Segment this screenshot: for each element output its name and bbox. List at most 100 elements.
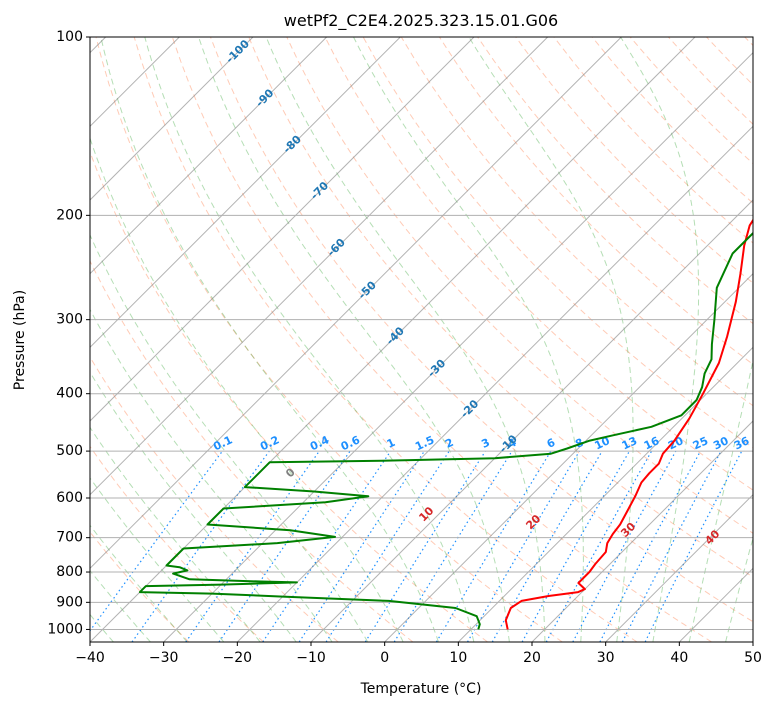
isotherm-line [605,493,753,642]
y-axis-label: Pressure (hPa) [12,290,28,390]
mixing-ratio-label: 30 [711,434,731,452]
y-tick-label: 100 [56,29,83,45]
x-tick-label: −40 [75,650,105,666]
dry-adiabat-line [95,37,563,642]
mixing-ratio-line [572,450,677,642]
isotherm-line [90,37,622,570]
moist-adiabat-line [90,233,369,642]
moist-adiabat-line [144,37,475,642]
dry-adiabat-line [90,259,414,642]
dry-adiabat-line [90,356,339,642]
moist-adiabat-line [90,477,225,642]
x-tick-label: 20 [523,650,541,666]
moist-adiabat-line [688,358,753,642]
x-tick-label: 0 [380,650,389,666]
mixing-ratio-line [364,450,486,642]
dry-adiabat-line [553,37,753,244]
isotherm-line [457,346,753,642]
dry-adiabat-line [286,37,753,534]
moist-adiabat-line [725,536,753,642]
x-tick-label: 10 [449,650,467,666]
y-tick-label: 400 [56,386,83,402]
mixing-ratio-label: 1 [385,436,397,451]
isotherm-line [90,37,475,422]
mixing-ratio-label: 36 [732,434,752,452]
y-tick-label: 800 [56,564,83,580]
mixing-ratio-label: 13 [620,434,639,452]
x-tick-label: 40 [670,650,688,666]
dry-adiabat-line [515,37,753,284]
moist-adiabat-line [90,136,404,642]
mixing-ratio-label: 20 [666,434,686,452]
mixing-ratio-line [262,450,392,642]
moist-adiabat-line [90,371,297,642]
mixing-ratio-line [644,450,743,642]
mixing-ratio-label: 0.6 [339,433,362,453]
dry-adiabat-line [324,37,753,491]
isotherm-line [752,641,753,642]
dry-adiabat-line [133,37,638,642]
mixing-ratio-line [325,450,450,642]
isotherm-label: -50 [356,278,379,301]
y-tick-label: 900 [56,594,83,610]
isotherm-label: -60 [325,236,348,259]
isotherm-line [90,37,254,201]
dry-adiabat-line [248,37,753,578]
x-axis-label: Temperature (°C) [360,681,482,697]
moist-adiabat-line [198,37,510,642]
mixing-ratio-line [545,450,653,642]
mixing-ratio-line [435,450,552,642]
isotherm-line [384,272,753,642]
x-tick-label: 30 [597,650,615,666]
dry-adiabat-line [668,37,753,125]
mixing-ratio-label: 1.5 [413,433,436,453]
dewpoint-profile-line [138,231,753,630]
dry-adiabat-line [171,37,712,642]
y-tick-label: 200 [56,207,83,223]
mixing-ratio-line [218,450,351,642]
temperature-profile-line [504,218,753,630]
moist-adiabat-label: 40 [702,527,722,547]
mixing-ratio-label: 6 [545,436,558,451]
mixing-ratio-line [298,450,425,642]
x-tick-label: −30 [149,650,179,666]
y-tick-label: 1000 [47,621,83,637]
mixing-ratio-label: 25 [691,434,710,452]
dry-adiabat-line [210,37,753,623]
moist-adiabat-label: 0 [283,465,298,480]
moist-adiabat-line [468,37,634,642]
y-tick-label: 700 [56,530,83,546]
mixing-ratio-label: 3 [479,436,491,451]
isotherm-line [310,199,753,642]
isotherm-line [90,37,696,642]
y-tick-label: 600 [56,490,83,506]
x-tick-label: 50 [744,650,762,666]
isotherm-line [531,420,753,642]
isotherm-label: -80 [281,132,304,155]
mixing-ratio-label: 0.1 [211,433,234,453]
dry-adiabat-line [90,150,488,642]
dry-adiabat-line [706,37,753,86]
moist-adiabat-line [100,37,439,642]
moist-adiabat-label: 10 [416,504,436,524]
y-tick-label: 300 [56,312,83,328]
x-tick-label: −10 [296,650,326,666]
chart-title: wetPf2_C2E4.2025.323.15.01.G06 [284,11,558,31]
isotherm-line [90,37,401,349]
isotherm-line [90,37,549,496]
dry-adiabat-line [438,37,753,366]
moist-adiabat-line [353,37,584,642]
dry-adiabat-line [90,531,190,642]
moist-adiabat-line [620,37,700,642]
mixing-ratio-line [599,450,702,642]
mixing-ratio-label: 16 [642,434,662,452]
moist-adiabat-line [90,524,188,642]
mixing-ratio-line [393,450,513,642]
isotherm-line [163,51,753,642]
mixing-ratio-label: 0.4 [308,433,331,453]
x-tick-label: −20 [223,650,253,666]
dry-adiabat-line [90,445,264,642]
mixing-ratio-line [466,450,580,642]
mixing-ratio-line [185,450,320,642]
